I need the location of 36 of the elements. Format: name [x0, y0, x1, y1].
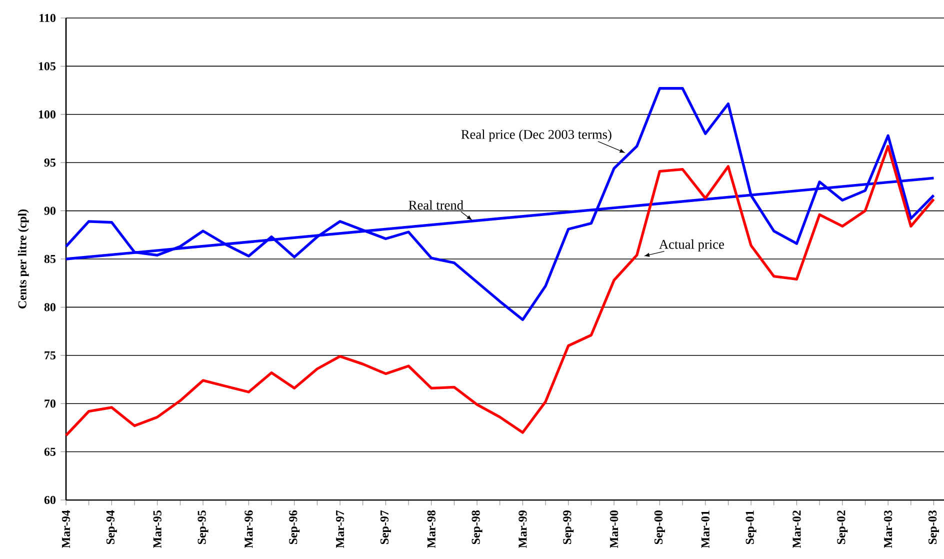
- y-tick-label: 60: [44, 496, 56, 504]
- x-tick-label: Mar-98: [427, 510, 436, 548]
- y-tick-label: 70: [44, 400, 56, 408]
- x-tick-label: Mar-00: [610, 510, 618, 548]
- x-tick-label: Mar-94: [62, 510, 70, 548]
- series-label: Actual price: [659, 239, 724, 252]
- x-tick-label: Sep-03: [928, 510, 939, 544]
- y-tick-label: 85: [44, 254, 56, 264]
- x-tick-label: Sep-98: [472, 510, 482, 544]
- y-tick-label: 75: [44, 351, 56, 360]
- x-tick-label: Sep-94: [106, 510, 117, 544]
- x-tick-label: Mar-02: [792, 510, 801, 548]
- x-tick-label: Sep-01: [746, 510, 756, 544]
- x-tick-label: Sep-99: [563, 510, 574, 544]
- x-tick-label: Mar-99: [518, 510, 527, 548]
- x-tick-label: Sep-02: [837, 510, 848, 544]
- x-tick-label: Mar-03: [884, 510, 892, 548]
- x-tick-label: Sep-96: [289, 510, 300, 544]
- series-label: Real price (Dec 2003 terms): [461, 130, 612, 142]
- y-tick-label: 105: [38, 62, 56, 70]
- x-tick-label: Mar-96: [244, 510, 253, 548]
- y-tick-label: 65: [44, 448, 56, 456]
- x-tick-label: Sep-97: [380, 510, 391, 544]
- y-tick-label: 90: [44, 206, 56, 215]
- x-tick-label: Sep-95: [198, 510, 208, 544]
- x-tick-label: Sep-00: [654, 510, 665, 544]
- line-series: [64, 144, 936, 437]
- x-tick-label: Mar-01: [701, 510, 710, 548]
- y-tick-label: 110: [40, 14, 56, 22]
- series-label: Real trend: [408, 200, 464, 210]
- y-tick-label: 95: [44, 158, 56, 167]
- y-tick-label: 80: [44, 303, 56, 312]
- y-axis-title: Cents per litre (cpl): [18, 209, 29, 308]
- x-tick-label: Mar-97: [336, 510, 344, 548]
- y-tick-label: 100: [38, 110, 56, 118]
- x-tick-label: Mar-95: [153, 510, 162, 548]
